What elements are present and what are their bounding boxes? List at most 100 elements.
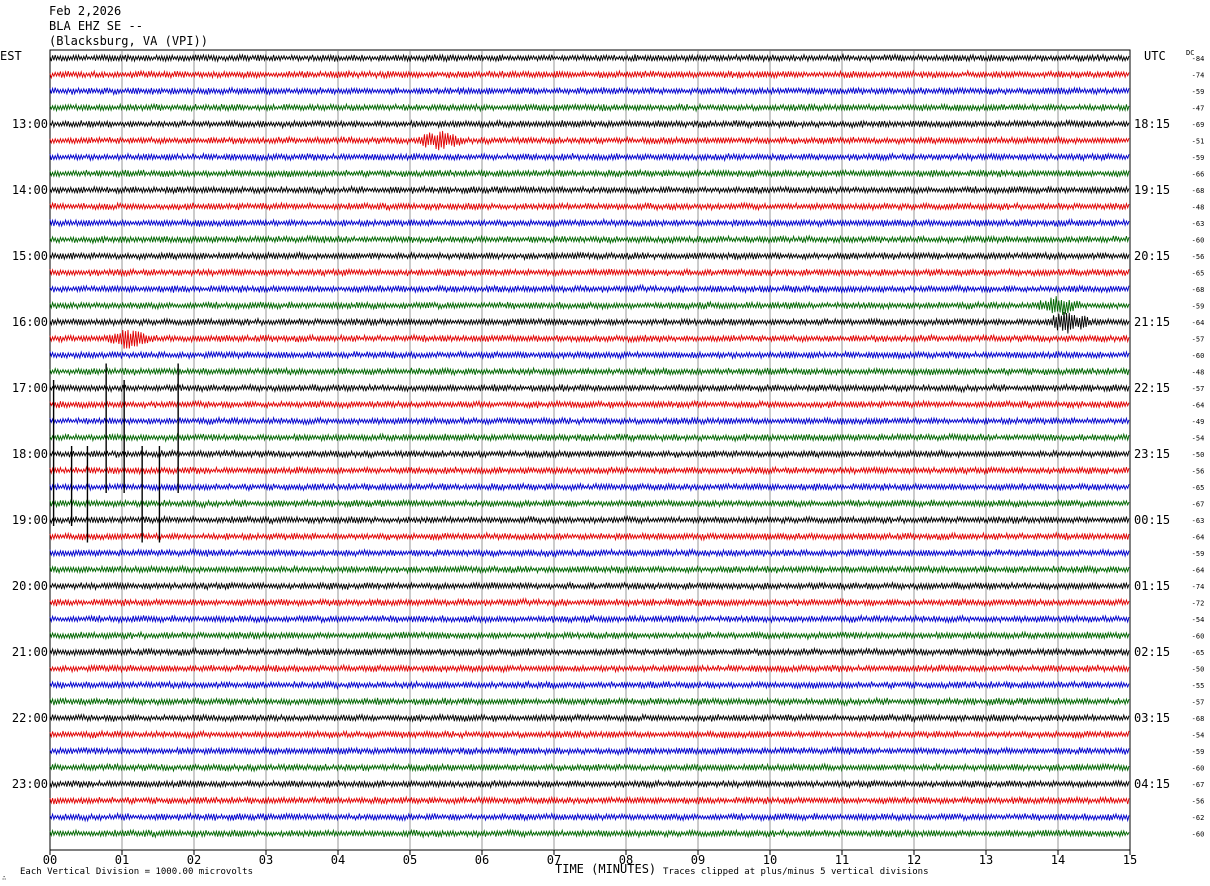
x-tick-label: 05 <box>403 853 417 867</box>
right-hour-label: 19:15 <box>1134 183 1170 197</box>
dc-offset-label: -54 <box>1192 732 1205 740</box>
dc-offset-label: -64 <box>1192 319 1205 327</box>
x-tick-label: 09 <box>691 853 705 867</box>
left-hour-label: 15:00 <box>12 249 48 263</box>
dc-offset-label: -65 <box>1192 484 1205 492</box>
dc-offset-label: -84 <box>1192 55 1205 63</box>
trace-row-4 <box>49 118 1130 130</box>
trace-row-6 <box>49 151 1130 163</box>
dc-offset-label: -57 <box>1192 385 1205 393</box>
dc-offset-label: -65 <box>1192 270 1205 278</box>
trace-row-25 <box>49 465 1130 476</box>
dc-offset-label: -63 <box>1192 517 1205 525</box>
trace-row-0 <box>49 52 1130 64</box>
trace-row-22 <box>49 415 1130 427</box>
trace-row-39 <box>49 696 1130 707</box>
trace-row-2 <box>49 86 1130 97</box>
dc-offset-label: -59 <box>1192 303 1205 311</box>
clip-note: Traces clipped at plus/minus 5 vertical … <box>663 867 929 877</box>
right-hour-label: 01:15 <box>1134 579 1170 593</box>
trace-row-21 <box>49 399 1130 410</box>
left-hour-label: 19:00 <box>12 513 48 527</box>
dc-offset-label: -68 <box>1192 715 1205 723</box>
dc-offset-label: -63 <box>1192 220 1205 228</box>
right-hour-label: 22:15 <box>1134 381 1170 395</box>
dc-offset-label: -51 <box>1192 138 1205 146</box>
right-timezone-label: UTC <box>1144 49 1166 63</box>
dc-offset-label: -64 <box>1192 567 1205 575</box>
scale-note: Each Vertical Division = 1000.00 microvo… <box>20 867 253 877</box>
trace-row-44 <box>49 779 1130 790</box>
trace-row-18 <box>49 349 1130 361</box>
right-hour-label: 20:15 <box>1134 249 1170 263</box>
trace-row-7 <box>49 168 1130 179</box>
dc-offset-label: -49 <box>1192 418 1205 426</box>
trace-row-43 <box>49 762 1130 773</box>
dc-offset-label: -60 <box>1192 237 1205 245</box>
trace-row-40 <box>49 712 1130 724</box>
x-tick-label: 15 <box>1123 853 1137 867</box>
station-code: BLA EHZ SE -- <box>49 19 143 33</box>
dc-offset-label: -72 <box>1192 600 1205 608</box>
trace-row-35 <box>49 630 1130 641</box>
left-hour-label: 16:00 <box>12 315 48 329</box>
dc-offset-label: -68 <box>1192 286 1205 294</box>
dc-offset-label: -74 <box>1192 583 1205 591</box>
trace-row-29 <box>49 531 1130 542</box>
dc-offset-label: -57 <box>1192 336 1205 344</box>
trace-row-13 <box>49 267 1130 278</box>
dc-offset-label: -67 <box>1192 781 1205 789</box>
trace-row-3 <box>49 102 1130 113</box>
plot-date: Feb 2,2026 <box>49 4 122 18</box>
left-timezone-label: EST <box>0 49 22 63</box>
trace-row-9 <box>49 201 1130 212</box>
trace-row-31 <box>49 564 1130 575</box>
dc-offset-label: -48 <box>1192 204 1205 212</box>
dc-offset-label: -68 <box>1192 187 1205 195</box>
trace-row-11 <box>49 234 1130 245</box>
trace-row-38 <box>49 679 1130 691</box>
x-tick-label: 14 <box>1051 853 1065 867</box>
dc-offset-label: -48 <box>1192 369 1205 377</box>
trace-row-10 <box>49 217 1130 229</box>
x-tick-label: 03 <box>259 853 273 867</box>
x-tick-label: 12 <box>907 853 921 867</box>
x-tick-label: 10 <box>763 853 777 867</box>
trace-row-14 <box>49 283 1130 295</box>
trace-row-37 <box>49 663 1130 674</box>
dc-offset-label: -59 <box>1192 88 1205 96</box>
dc-offset-label: -56 <box>1192 253 1205 261</box>
dc-offset-label: -67 <box>1192 501 1205 509</box>
right-hour-label: 04:15 <box>1134 777 1170 791</box>
trace-row-19 <box>49 366 1130 377</box>
dc-offset-label: -66 <box>1192 171 1205 179</box>
dc-offset-label: -74 <box>1192 72 1205 80</box>
dc-offset-label: -60 <box>1192 352 1205 360</box>
trace-row-20 <box>49 382 1130 394</box>
trace-row-32 <box>49 580 1130 592</box>
dc-offset-label: -54 <box>1192 616 1205 624</box>
trace-row-24 <box>49 448 1130 460</box>
trace-row-17 <box>49 329 1130 349</box>
x-tick-label: 08 <box>619 853 633 867</box>
left-hour-label: 23:00 <box>12 777 48 791</box>
dc-offset-label: -50 <box>1192 666 1205 674</box>
dc-offset-label: -69 <box>1192 121 1205 129</box>
dc-offset-label: -54 <box>1192 435 1205 443</box>
trace-row-26 <box>49 481 1130 493</box>
right-hour-label: 00:15 <box>1134 513 1170 527</box>
right-hour-label: 18:15 <box>1134 117 1170 131</box>
dc-label: DC <box>1186 49 1195 57</box>
trace-row-45 <box>49 795 1130 806</box>
left-hour-label: 18:00 <box>12 447 48 461</box>
plot-frame <box>49 49 1131 851</box>
trace-row-8 <box>49 184 1130 196</box>
right-hour-label: 02:15 <box>1134 645 1170 659</box>
x-tick-label: 00 <box>43 853 57 867</box>
dc-offset-label: -50 <box>1192 451 1205 459</box>
dc-offset-label: -47 <box>1192 105 1205 113</box>
station-location: (Blacksburg, VA (VPI)) <box>49 34 208 48</box>
trace-row-46 <box>49 811 1130 823</box>
right-hour-label: 21:15 <box>1134 315 1170 329</box>
